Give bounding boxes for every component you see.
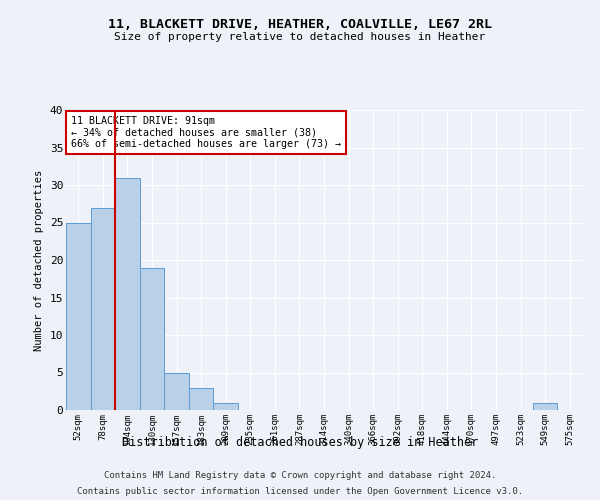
Y-axis label: Number of detached properties: Number of detached properties [34,170,44,350]
Bar [66,222,91,410]
Bar [164,372,189,410]
Bar [189,388,214,410]
Text: Size of property relative to detached houses in Heather: Size of property relative to detached ho… [115,32,485,42]
Text: Contains public sector information licensed under the Open Government Licence v3: Contains public sector information licen… [77,486,523,496]
Bar [214,402,238,410]
Bar [115,178,140,410]
Text: 11, BLACKETT DRIVE, HEATHER, COALVILLE, LE67 2RL: 11, BLACKETT DRIVE, HEATHER, COALVILLE, … [108,18,492,30]
Text: Distribution of detached houses by size in Heather: Distribution of detached houses by size … [122,436,478,449]
Text: 11 BLACKETT DRIVE: 91sqm
← 34% of detached houses are smaller (38)
66% of semi-d: 11 BLACKETT DRIVE: 91sqm ← 34% of detach… [71,116,341,149]
Bar [91,208,115,410]
Bar [140,268,164,410]
Text: Contains HM Land Registry data © Crown copyright and database right 2024.: Contains HM Land Registry data © Crown c… [104,472,496,480]
Bar [533,402,557,410]
